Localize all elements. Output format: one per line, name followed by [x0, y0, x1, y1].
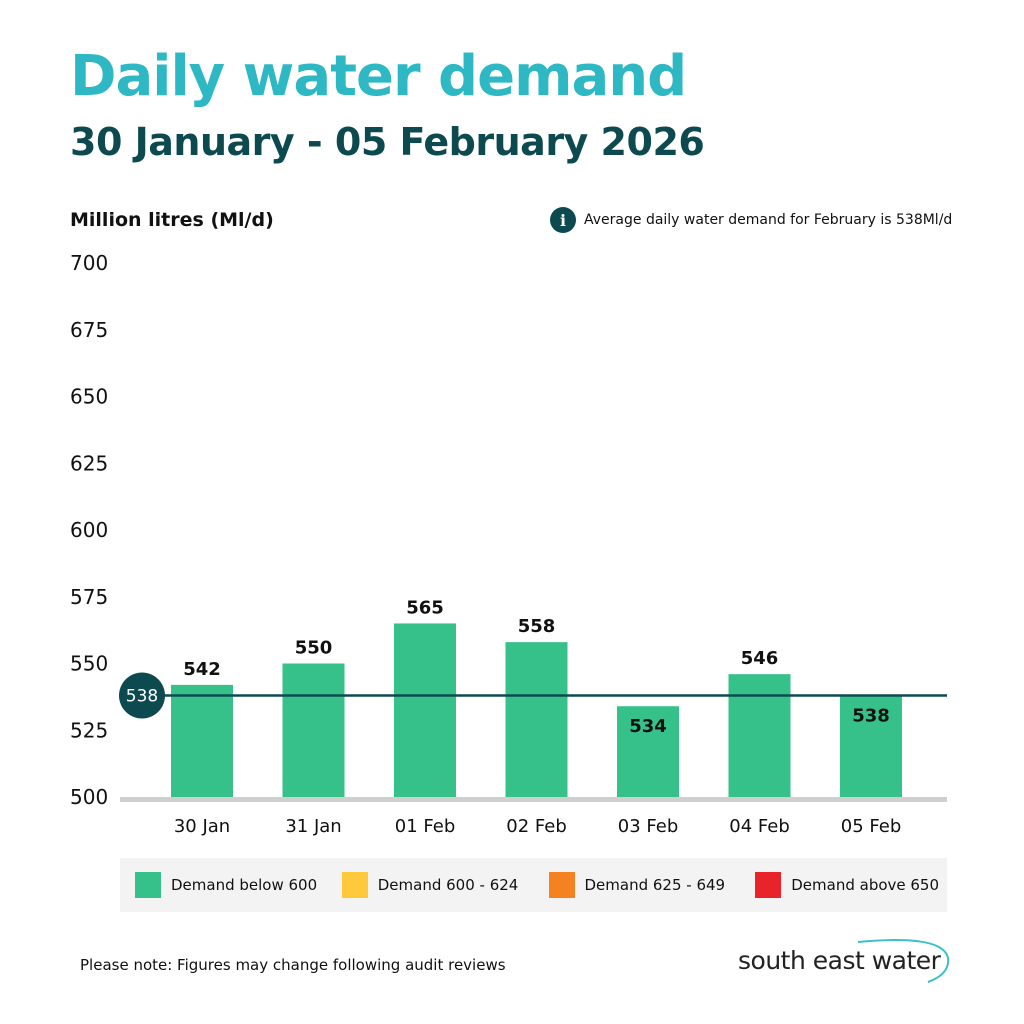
y-axis-label: Million litres (Ml/d) [70, 209, 274, 231]
legend-label: Demand below 600 [171, 876, 318, 894]
legend-swatch [341, 872, 368, 898]
legend-item: Demand 625 - 649 [548, 872, 741, 898]
legend-item: Demand below 600 [135, 872, 327, 898]
y-tick-label: 500 [70, 785, 108, 809]
bar [171, 684, 233, 797]
logo-text: south east water [738, 946, 941, 975]
data-label: 542 [183, 659, 221, 680]
x-tick-label: 01 Feb [395, 816, 456, 837]
y-tick-label: 525 [70, 718, 108, 742]
footnote: Please note: Figures may change followin… [80, 956, 506, 974]
average-marker [119, 672, 165, 719]
data-label: 538 [852, 706, 890, 727]
legend-swatch [755, 872, 782, 898]
bar [840, 695, 902, 797]
data-label: 550 [295, 638, 333, 659]
x-tick-label: 03 Feb [618, 816, 679, 837]
bar [394, 623, 456, 797]
x-axis-baseline [120, 797, 947, 802]
info-icon: i [550, 207, 576, 233]
bar [617, 706, 679, 797]
average-label: 538 [126, 687, 158, 707]
legend-swatch [548, 872, 575, 898]
south-east-water-logo: south east water [738, 936, 953, 986]
bar [728, 674, 791, 797]
x-tick-label: 05 Feb [841, 816, 902, 837]
data-label: 558 [518, 616, 556, 637]
legend-swatch [135, 872, 161, 898]
y-tick-label: 550 [70, 652, 108, 676]
average-note-text: Average daily water demand for February … [584, 212, 953, 228]
x-tick-label: 30 Jan [174, 816, 230, 837]
y-tick-label: 675 [70, 318, 108, 342]
data-label: 534 [629, 716, 667, 737]
bar [282, 663, 345, 797]
data-label: 546 [741, 648, 779, 669]
average-note: i Average daily water demand for Februar… [550, 207, 952, 233]
legend-label: Demand 625 - 649 [584, 876, 726, 894]
chart-subtitle: 30 January - 05 February 2026 [70, 120, 705, 164]
y-tick-label: 575 [70, 585, 108, 609]
x-tick-label: 31 Jan [285, 816, 341, 837]
legend-label: Demand 600 - 624 [377, 876, 519, 894]
x-tick-label: 04 Feb [729, 816, 790, 837]
y-tick-label: 650 [70, 385, 108, 409]
data-label: 565 [406, 597, 444, 618]
logo-swoosh-icon [857, 939, 950, 983]
y-tick-label: 625 [70, 451, 108, 475]
chart-title: Daily water demand [70, 44, 687, 109]
x-tick-label: 02 Feb [506, 816, 567, 837]
legend-item: Demand 600 - 624 [341, 872, 534, 898]
legend-label: Demand above 650 [791, 876, 940, 894]
bar [505, 642, 568, 797]
y-tick-label: 700 [70, 251, 108, 275]
legend-item: Demand above 650 [755, 872, 947, 898]
y-tick-label: 600 [70, 518, 108, 542]
legend: Demand below 600 Demand 600 - 624 Demand… [120, 858, 947, 912]
